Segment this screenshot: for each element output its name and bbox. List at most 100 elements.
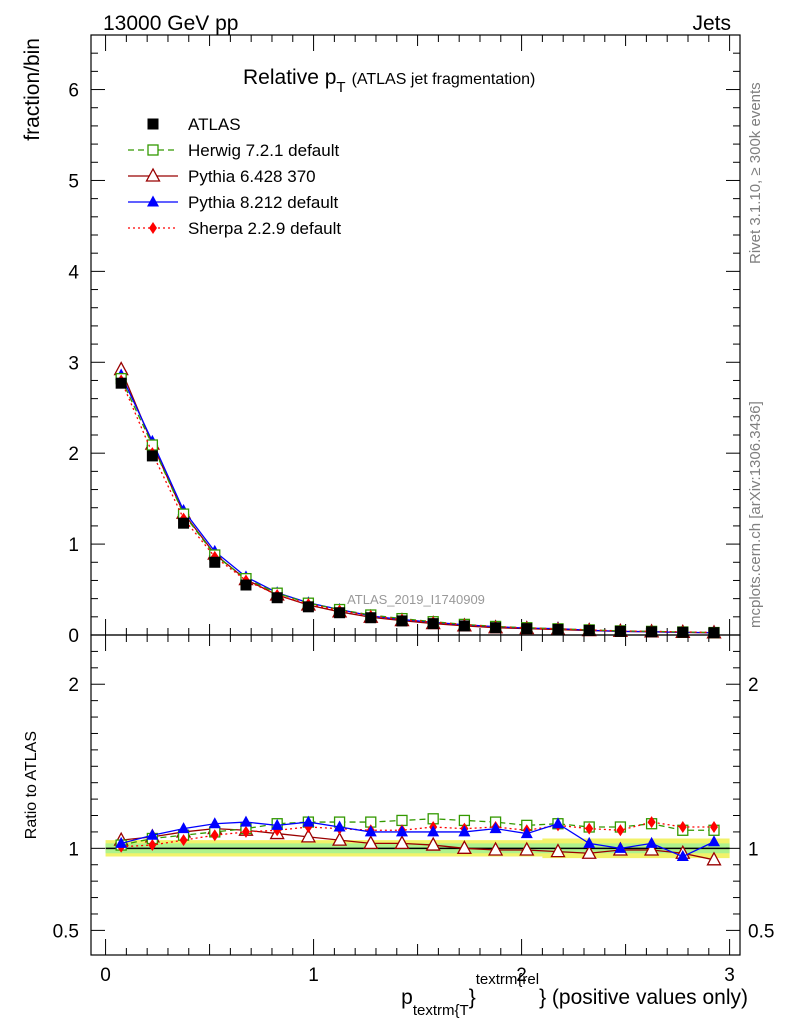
main-atlas-point xyxy=(552,624,564,636)
ratio-y-tick-label: 2 xyxy=(68,675,79,696)
xlabel-close: } xyxy=(469,986,476,1009)
ratio-sherpa-point xyxy=(148,839,157,852)
energy-label: 13000 GeV pp xyxy=(103,12,238,35)
ratio-pythia8-point xyxy=(239,815,252,827)
ratio-pythia8-point xyxy=(177,822,190,834)
ratio-pythia8-point xyxy=(333,820,346,832)
ratio-herwig-point xyxy=(396,814,408,827)
rivet-label: Rivet 3.1.10, ≥ 300k events xyxy=(747,82,764,264)
xlabel-main: p xyxy=(401,986,413,1009)
mcplots-label: mcplots.cern.ch [arXiv:1306.3436] xyxy=(747,401,764,628)
ratio-pythia8-point xyxy=(395,825,408,837)
ratio-pythia6-point xyxy=(550,843,566,858)
ratio-y-tick-label: 1 xyxy=(68,839,79,860)
plot-title-sub: T xyxy=(336,79,345,96)
ratio-pythia6-point xyxy=(394,835,410,850)
y-tick-label: 1 xyxy=(68,535,79,556)
ratio-pythia8-point xyxy=(489,822,502,834)
main-ylabel: fraction/bin xyxy=(21,38,44,141)
x-tick-label: 2 xyxy=(516,965,527,986)
y-tick-label: 5 xyxy=(68,171,79,192)
ratio-pythia8-point xyxy=(676,850,689,862)
main-atlas-point xyxy=(178,517,190,529)
xlabel-sup: textrm{rel xyxy=(476,971,539,988)
main-atlas-point xyxy=(115,377,127,389)
ratio-sherpa-point xyxy=(616,824,625,837)
ratio-pythia8-point xyxy=(520,827,533,839)
plot-title: Relative pT (ATLAS jet fragmentation) xyxy=(243,66,535,96)
ratio-pythia8-point xyxy=(208,817,221,829)
main-panel: 0 1 2 3 4 5 6 Relative pT (ATLAS jet fragmentat… xyxy=(21,34,741,647)
legend-herwig-marker xyxy=(147,144,159,156)
ratio-pythia6-point xyxy=(331,831,348,846)
ratio-y-tick-label-right: 2 xyxy=(748,675,759,696)
ratio-frame xyxy=(90,634,741,956)
main-atlas-point xyxy=(490,622,502,634)
ratio-pythia8-point xyxy=(364,825,377,837)
ratio-pythia8-point xyxy=(427,825,440,837)
main-atlas-point xyxy=(646,626,658,638)
main-axis-ticks: 0 1 2 3 4 5 6 xyxy=(68,35,740,647)
legend-pythia8-label: Pythia 8.212 default xyxy=(188,193,339,212)
main-atlas-point xyxy=(396,615,408,627)
ratio-pythia6-point xyxy=(706,851,722,866)
ratio-sherpa-line xyxy=(121,821,714,848)
legend-sherpa-marker xyxy=(149,222,157,234)
main-atlas-point xyxy=(583,624,595,636)
ratio-sherpa-point xyxy=(241,825,250,838)
ratio-pythia6-point xyxy=(300,828,316,843)
ratio-sherpa-point xyxy=(647,816,656,829)
ratio-y-tick-label: 0.5 xyxy=(53,921,79,942)
ratio-series-layer xyxy=(105,813,730,866)
process-label: Jets xyxy=(692,12,731,35)
ratio-sherpa-point xyxy=(585,822,594,835)
ratio-sherpa-point xyxy=(678,821,687,833)
y-tick-label: 4 xyxy=(68,262,79,283)
x-tick-label: 3 xyxy=(724,965,735,986)
main-atlas-point xyxy=(708,627,720,639)
legend-pythia8-marker xyxy=(147,195,159,207)
main-series-layer xyxy=(113,361,722,639)
ratio-pythia8-point xyxy=(302,815,315,827)
ratio-y-tick-label-right: 0.5 xyxy=(748,921,774,942)
xlabel-sub: textrm{T xyxy=(413,1002,469,1019)
legend-sherpa-label: Sherpa 2.2.9 default xyxy=(188,219,341,238)
y-tick-label: 2 xyxy=(68,444,79,465)
main-atlas-point xyxy=(240,579,252,591)
ratio-pythia8-point xyxy=(583,836,596,848)
x-tick-label: 1 xyxy=(308,965,319,986)
plot-title-rest: (ATLAS jet fragmentation) xyxy=(352,71,536,88)
ratio-sherpa-point xyxy=(179,834,188,847)
legend-atlas-marker xyxy=(147,118,159,130)
ratio-pythia8-point xyxy=(458,825,471,837)
xlabel-rest: } (positive values only) xyxy=(539,986,748,1009)
ratio-pythia6-point xyxy=(519,841,535,856)
y-tick-label: 3 xyxy=(68,353,79,374)
main-atlas-point xyxy=(427,618,439,630)
xlabel: ptextrm{T}textrm{rel} (positive values o… xyxy=(401,971,748,1019)
ratio-pythia8-point xyxy=(707,835,720,847)
main-atlas-point xyxy=(521,623,533,635)
ratio-pythia8-point xyxy=(271,818,284,830)
y-tick-label: 0 xyxy=(68,626,79,647)
ratio-pythia8-point xyxy=(115,836,128,848)
y-tick-label: 6 xyxy=(68,81,79,102)
ratio-pythia8-point xyxy=(551,817,564,829)
ratio-panel: 0 1 2 3 0.5 0.5 1 1 2 2 Ratio to ATLAS xyxy=(23,634,774,986)
ratio-ylabel: Ratio to ATLAS xyxy=(23,731,40,839)
ratio-pythia8-line xyxy=(120,821,715,858)
ratio-pythia6-point xyxy=(644,841,660,856)
x-tick-label: 0 xyxy=(100,965,111,986)
ratio-sherpa-point xyxy=(210,829,219,842)
analysis-id: ATLAS_2019_I1740909 xyxy=(347,592,485,607)
legend-herwig-label: Herwig 7.2.1 default xyxy=(188,141,339,160)
main-atlas-point xyxy=(458,620,470,632)
ratio-sherpa-point xyxy=(709,821,718,833)
ratio-axis-ticks: 0 1 2 3 0.5 0.5 1 1 2 2 xyxy=(53,635,774,986)
main-atlas-point xyxy=(271,592,283,604)
legend-pythia6-label: Pythia 6.428 370 xyxy=(188,167,316,186)
main-atlas-point xyxy=(334,607,346,619)
main-atlas-point xyxy=(614,625,626,637)
ratio-pythia8-point xyxy=(614,841,627,853)
